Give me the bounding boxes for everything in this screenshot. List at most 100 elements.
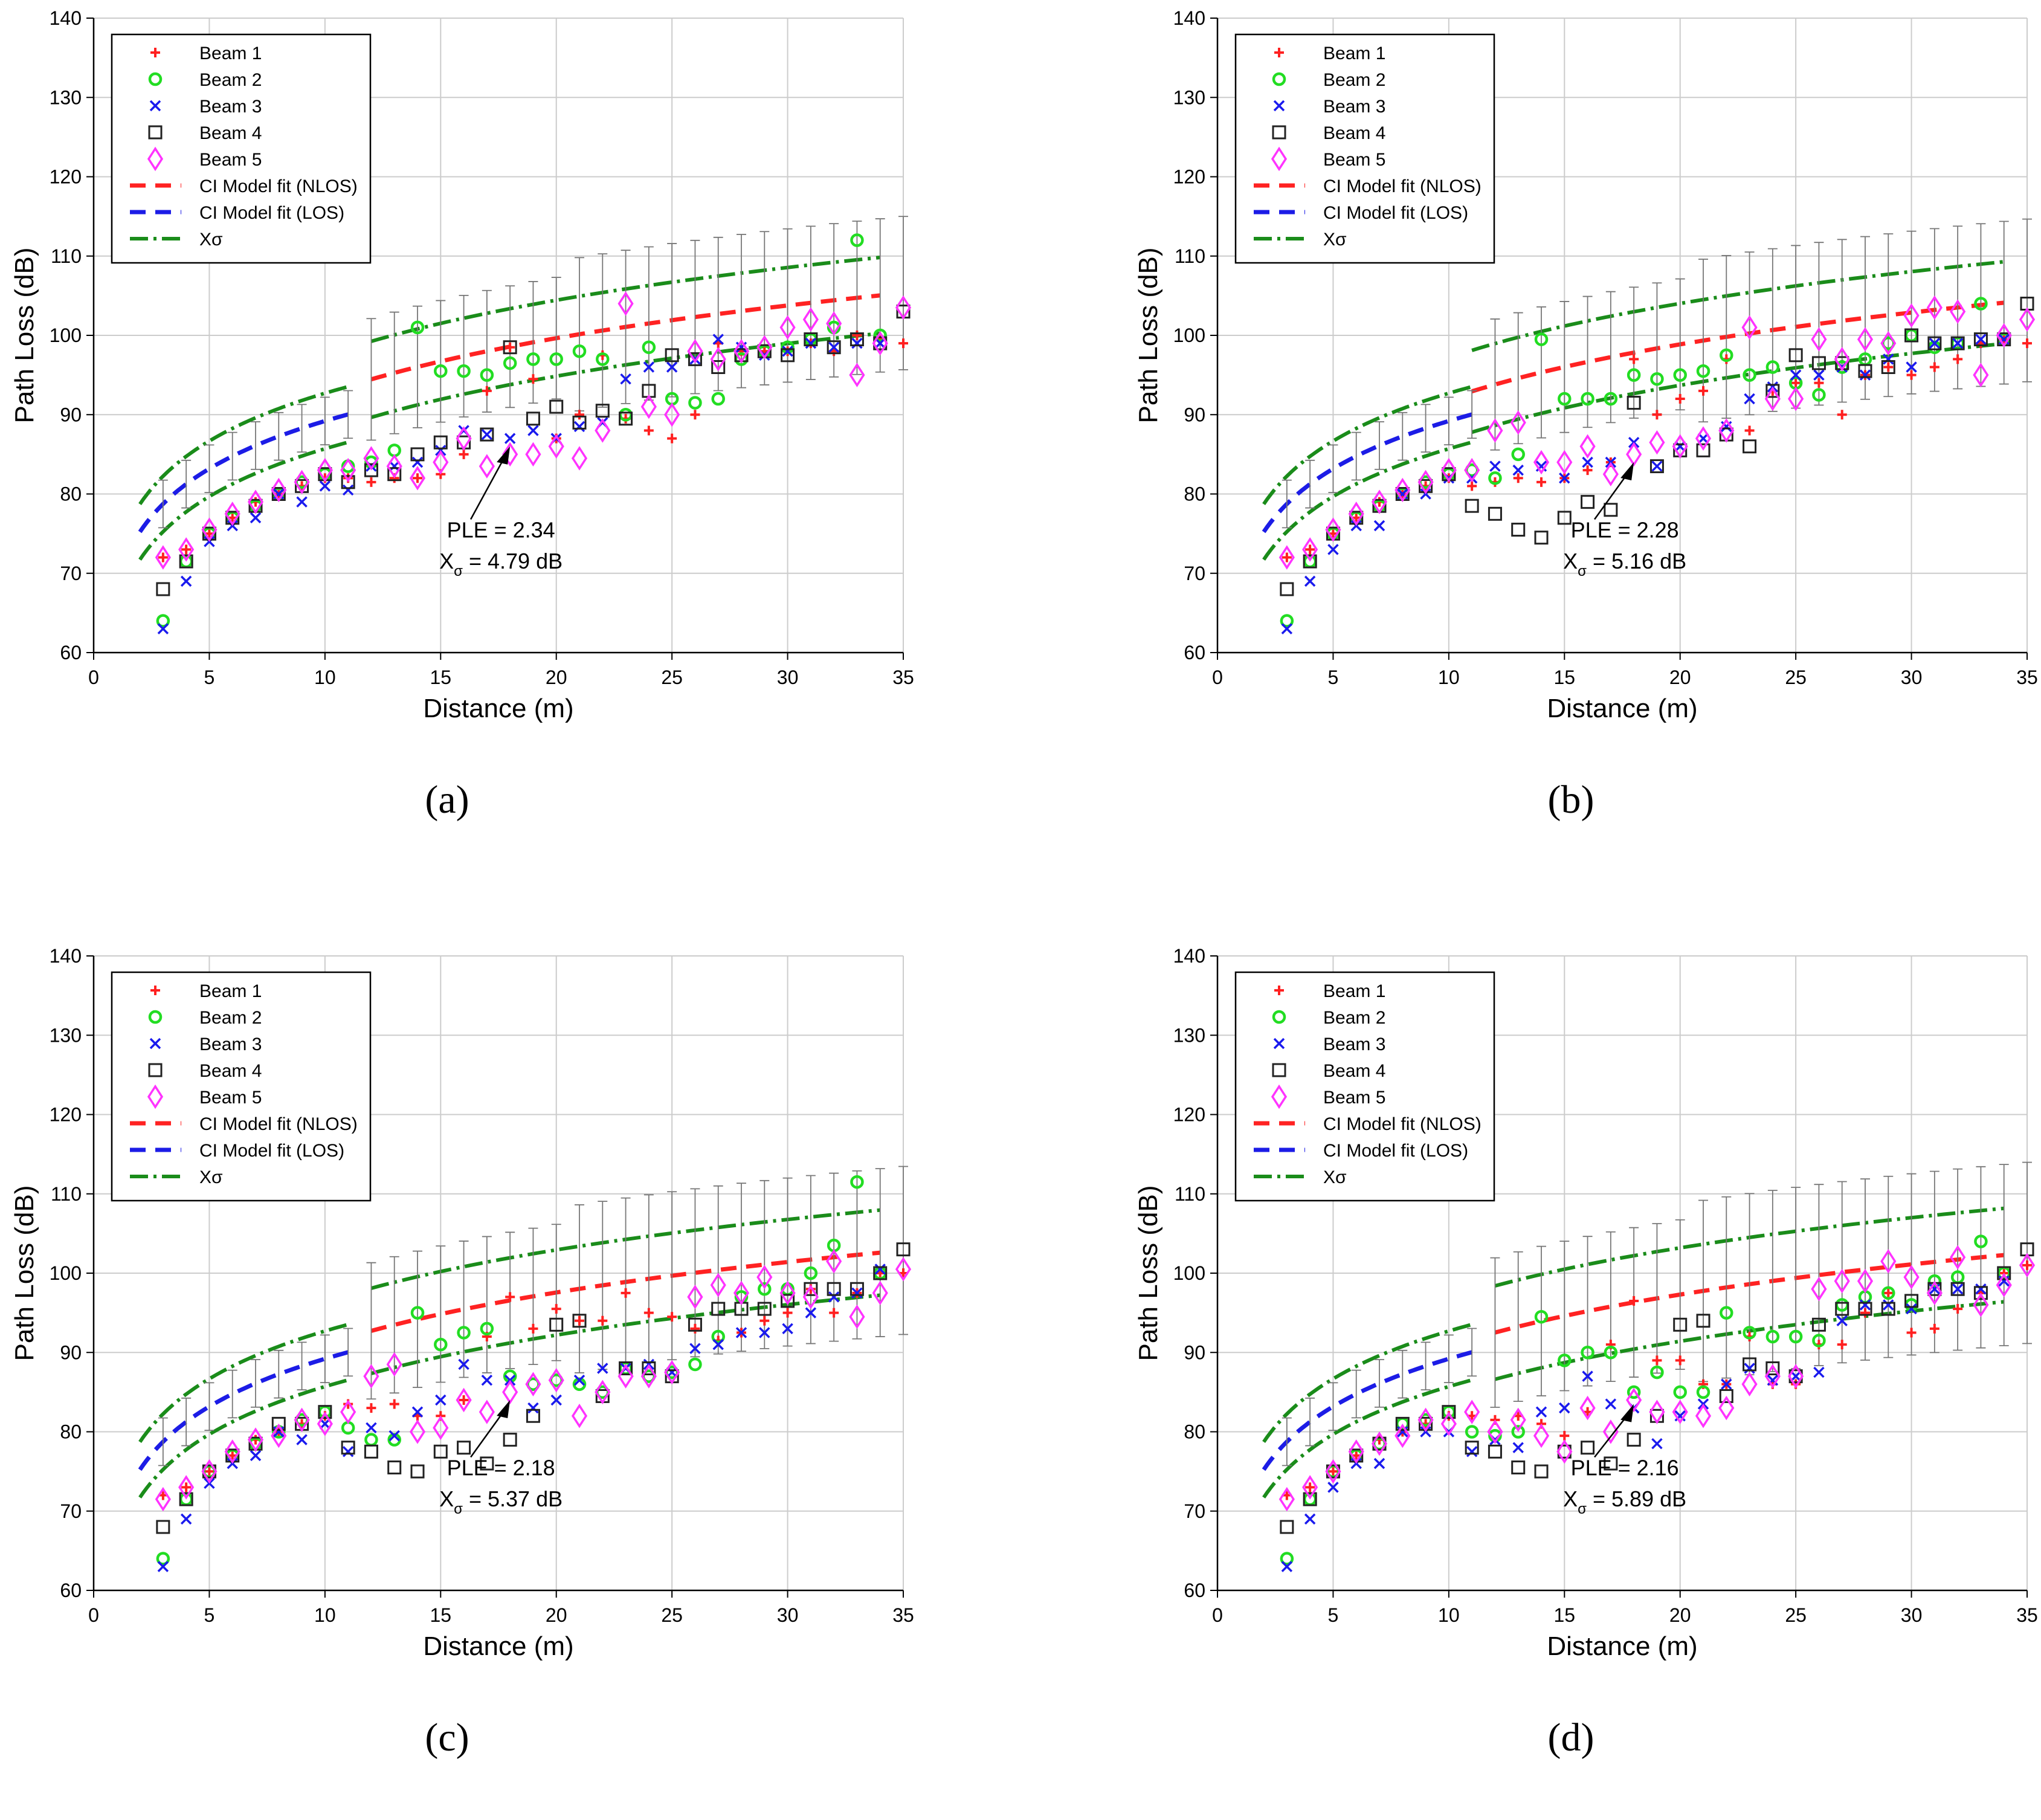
- y-tick-label: 100: [50, 1262, 82, 1284]
- series-beam-5: [155, 291, 912, 570]
- x-tick-label: 15: [430, 1604, 451, 1626]
- beam-3-marker: [1373, 1457, 1385, 1470]
- beam-3-marker: [1744, 1363, 1755, 1374]
- beam-1-marker: [1791, 378, 1801, 388]
- chart-panel-b: 0 5 10 15 20 25 30 35 60 70 80 90 100 110 120 130 140 Dis…: [1124, 0, 2041, 882]
- sigma-annotation: Xσ = 4.79 dB: [439, 549, 563, 579]
- beam-5-marker: [201, 517, 218, 542]
- beam-3-marker: [1929, 337, 1941, 349]
- x-tick-label: 15: [1553, 1604, 1575, 1626]
- beam-2-marker: [1604, 1346, 1618, 1360]
- sigma-annotation-sub: σ: [1578, 1501, 1587, 1517]
- beam-2-marker: [804, 1266, 818, 1280]
- beam-1-marker: [1953, 354, 1963, 364]
- beam-4-marker: [410, 447, 425, 462]
- beam-5-marker: [2019, 307, 2036, 332]
- beam-2-marker: [688, 1357, 702, 1372]
- beam-4-marker: [148, 1063, 163, 1077]
- beam-3-marker: [527, 1402, 539, 1414]
- beam-4-marker: [433, 435, 448, 450]
- beam-2-marker: [1788, 1329, 1803, 1344]
- legend-label: Beam 2: [199, 1008, 262, 1028]
- beam-1-marker: [181, 544, 192, 555]
- beam-5-marker: [155, 545, 171, 570]
- beam-2-marker: [711, 392, 725, 406]
- beam-5-marker: [779, 1280, 796, 1306]
- beam-3-marker: [1605, 1398, 1617, 1410]
- beam-1-marker: [1744, 425, 1755, 436]
- beam-4-marker: [341, 1441, 355, 1455]
- annotation-arrow-head: [1620, 462, 1634, 480]
- beam-2-marker: [503, 356, 517, 370]
- beam-3-marker: [782, 1323, 793, 1335]
- beam-2-marker: [850, 233, 864, 247]
- beam-2-marker: [410, 320, 425, 335]
- beam-4-marker: [781, 1294, 795, 1308]
- x-sigma-lower-line: [1262, 440, 1472, 561]
- beam-4-marker: [179, 1492, 193, 1506]
- beam-1-marker: [551, 1304, 561, 1314]
- beam-3-marker: [180, 1513, 192, 1525]
- beam-2-marker: [1974, 1234, 1988, 1248]
- y-axis-title: Path Loss (dB): [10, 247, 39, 423]
- beam-5-marker: [571, 1404, 588, 1428]
- beam-5-marker: [363, 446, 379, 471]
- beam-5-marker: [1672, 1399, 1688, 1424]
- beam-5-marker: [1302, 1475, 1318, 1500]
- beam-2-marker: [549, 352, 563, 366]
- beam-3-marker: [1559, 1402, 1570, 1414]
- y-tick-label: 90: [60, 404, 82, 425]
- legend-label: CI Model fit (LOS): [1323, 1141, 1468, 1161]
- beam-4-marker: [572, 1314, 587, 1328]
- beam-1-marker: [621, 1288, 631, 1298]
- beam-4-marker: [804, 1282, 818, 1296]
- beam-1-marker: [1929, 1323, 1939, 1334]
- beam-2-marker: [1974, 297, 1988, 311]
- beam-1-marker: [575, 1315, 584, 1326]
- beam-1-marker: [1837, 1340, 1847, 1350]
- beam-2-marker: [758, 1282, 772, 1296]
- x-tick-label: 20: [1669, 1604, 1691, 1626]
- beam-3-marker: [759, 1327, 770, 1338]
- beam-2-marker: [1650, 1365, 1664, 1380]
- beam-3-marker: [782, 346, 793, 357]
- sigma-annotation-value: = 5.89 dB: [1587, 1486, 1686, 1511]
- ci-nlos-fit-line: [1471, 300, 2005, 393]
- beam-5-marker: [826, 1249, 842, 1274]
- annotation-arrow-line: [1594, 470, 1631, 520]
- beam-5-marker: [1834, 347, 1850, 372]
- beam-5-marker: [456, 426, 472, 451]
- error-bars: [158, 1166, 908, 1467]
- beam-2-marker: [364, 1433, 378, 1447]
- x-axis-title: Distance (m): [1547, 694, 1697, 723]
- legend-label: CI Model fit (LOS): [199, 203, 344, 223]
- beam-5-marker: [872, 331, 888, 356]
- ci-los-fit-line: [138, 1350, 349, 1471]
- x-tick-label: 35: [892, 1604, 914, 1626]
- beam-3-marker: [689, 1343, 701, 1354]
- beam-4-marker: [1811, 356, 1826, 370]
- beam-5-marker: [147, 1084, 164, 1109]
- y-tick-label: 90: [1184, 1341, 1205, 1363]
- beam-5-marker: [340, 457, 356, 483]
- beam-3-marker: [735, 1327, 747, 1338]
- beam-4-marker: [1581, 1441, 1595, 1455]
- beam-3-marker: [828, 1291, 840, 1303]
- beam-5-marker: [1880, 331, 1897, 356]
- beam-1-marker: [1675, 1355, 1685, 1366]
- beam-5-marker: [849, 363, 865, 387]
- x-axis-title: Distance (m): [1547, 1631, 1697, 1661]
- legend-label: CI Model fit (NLOS): [1323, 176, 1482, 196]
- legend-label: Beam 5: [199, 150, 262, 170]
- beam-1-marker: [1536, 477, 1546, 487]
- legend-box: [1234, 971, 1495, 1202]
- beam-3-marker: [342, 1446, 354, 1457]
- beam-4-marker: [1534, 1464, 1549, 1479]
- beam-5-marker: [456, 1387, 472, 1413]
- x-tick-label: 20: [546, 666, 567, 688]
- sigma-annotation-value: = 4.79 dB: [463, 549, 563, 573]
- beam-2-marker: [480, 1321, 494, 1336]
- x-tick-label: 30: [777, 1604, 799, 1626]
- beam-5-marker: [1579, 1395, 1596, 1421]
- beam-3-marker: [1721, 1378, 1732, 1390]
